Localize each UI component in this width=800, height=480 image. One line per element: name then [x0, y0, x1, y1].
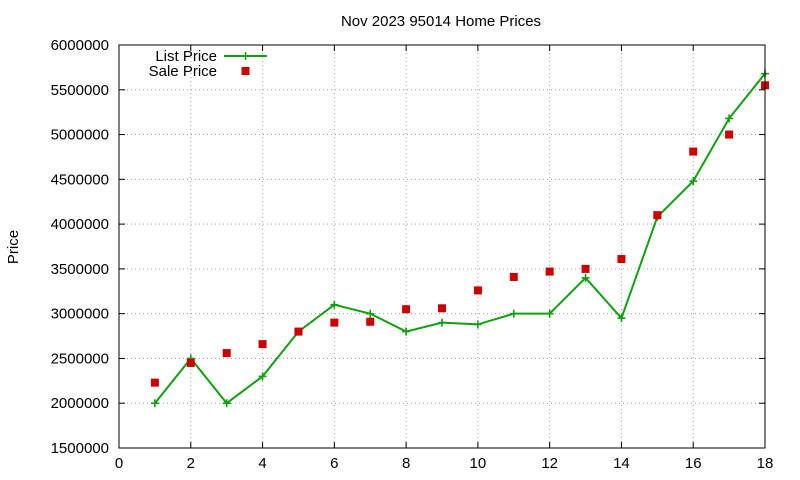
y-tick-label: 6000000	[51, 37, 109, 54]
sale-price-point	[725, 130, 734, 139]
y-axis-label: Price	[5, 230, 22, 264]
y-tick-label: 3500000	[51, 261, 109, 278]
x-tick-label: 0	[115, 455, 123, 472]
list-price-point	[258, 372, 267, 381]
sale-price-point	[689, 147, 698, 156]
x-tick-label: 6	[330, 455, 338, 472]
x-tick-label: 8	[402, 455, 410, 472]
x-tick-label: 12	[541, 455, 558, 472]
x-tick-label: 4	[258, 455, 266, 472]
sale-price-point	[402, 305, 411, 314]
sale-price-point	[222, 349, 231, 358]
list-price-point	[366, 309, 375, 318]
list-price-series	[150, 69, 769, 408]
sale-price-point	[653, 211, 662, 220]
list-price-point	[402, 327, 411, 336]
legend-label-sale-price: Sale Price	[149, 63, 217, 80]
y-tick-label: 2000000	[51, 395, 109, 412]
y-tick-label: 2500000	[51, 350, 109, 367]
list-price-point	[150, 399, 159, 408]
x-tick-label: 10	[470, 455, 487, 472]
x-tick-label: 14	[613, 455, 630, 472]
list-price-point	[725, 114, 734, 123]
sale-price-point	[509, 272, 518, 281]
sale-price-point	[186, 358, 195, 367]
list-price-point	[689, 177, 698, 186]
sale-price-point	[258, 340, 267, 349]
y-tick-label: 3000000	[51, 306, 109, 323]
chart-title: Nov 2023 95014 Home Prices	[341, 13, 541, 30]
axis-ticks	[118, 44, 766, 449]
plot-frame	[118, 44, 766, 449]
sale-price-point	[330, 318, 339, 327]
legend-label-list-price: List Price	[155, 48, 217, 65]
y-tick-label: 4000000	[51, 216, 109, 233]
sale-price-point	[473, 286, 482, 295]
list-price-point	[581, 273, 590, 282]
legend-marker-list-price	[241, 52, 250, 60]
y-tick-label: 4500000	[51, 171, 109, 188]
sale-price-point	[150, 378, 159, 387]
y-tick-label: 1500000	[51, 440, 109, 457]
series	[150, 69, 769, 408]
x-tick-label: 16	[685, 455, 702, 472]
y-tick-label: 5000000	[51, 127, 109, 144]
sale-price-point	[581, 264, 590, 273]
sale-price-point	[366, 317, 375, 326]
list-price-point	[222, 399, 231, 408]
x-tick-label: 2	[187, 455, 195, 472]
sale-price-point	[617, 255, 626, 264]
list-price-point	[545, 309, 554, 318]
sale-price-point	[438, 304, 446, 313]
list-price-line	[154, 73, 766, 405]
list-price-point	[473, 320, 482, 329]
list-price-point	[438, 318, 446, 327]
list-price-point	[509, 309, 518, 318]
grid	[119, 45, 765, 448]
tick-labels: 0 2 4 6 8 10 12 14 16 18 1500000 2000000 2500000 3000…	[51, 37, 774, 472]
sale-price-point	[294, 327, 303, 336]
list-price-point	[330, 300, 339, 309]
sale-price-series	[150, 81, 769, 387]
y-tick-label: 5500000	[51, 82, 109, 99]
x-tick-label: 18	[757, 455, 774, 472]
legend-marker-sale-price	[241, 67, 250, 75]
list-price-point	[617, 314, 626, 323]
sale-price-point	[545, 267, 554, 276]
